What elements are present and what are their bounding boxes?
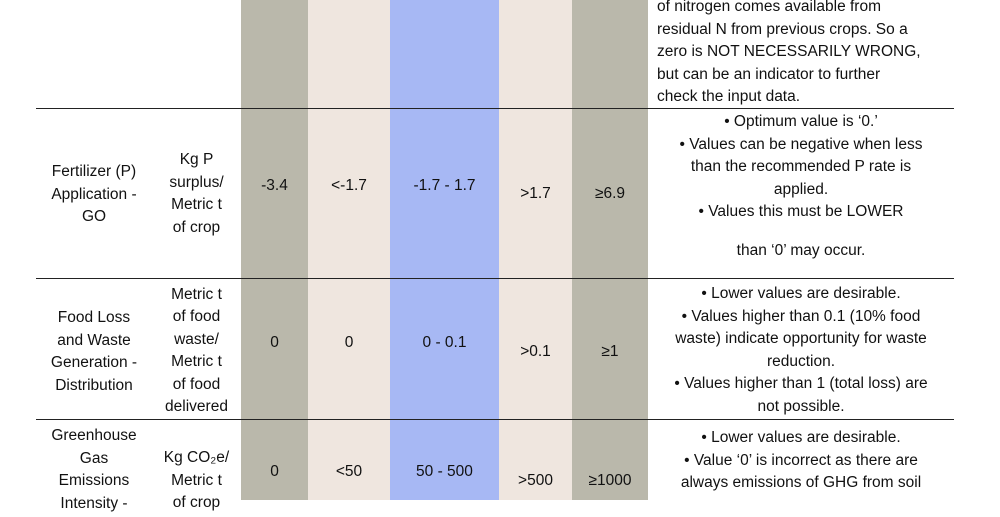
value-cell: 0: [344, 333, 354, 351]
note-line: of nitrogen comes available from: [657, 0, 882, 15]
column-band-1: [241, 0, 308, 500]
value-cell: 50 - 500: [416, 462, 473, 480]
column-band-5: [572, 0, 648, 500]
row-divider: [36, 278, 954, 279]
notes-cell: • Lower values are desirable. • Values h…: [674, 285, 928, 415]
value-cell: -1.7 - 1.7: [413, 176, 476, 194]
value-cell: ≥1000: [588, 471, 632, 489]
value-cell: 0: [270, 462, 279, 480]
note-line: but can be an indicator to further: [657, 65, 881, 83]
value-cell: >500: [518, 471, 553, 489]
value-cell: ≥6.9: [594, 184, 626, 202]
notes-cell: • Lower values are desirable. • Value ‘0…: [680, 429, 922, 491]
column-band-3: [390, 0, 499, 500]
value-cell: >1.7: [520, 184, 551, 202]
value-cell: ≥1: [601, 342, 619, 360]
value-cell: -3.4: [261, 176, 288, 194]
notes-cell-extra: than ‘0’ may occur.: [736, 242, 866, 259]
column-band-2: [308, 0, 390, 500]
indicator-cell: Fertilizer (P) Application - GO: [51, 163, 137, 226]
value-cell: >0.1: [520, 342, 551, 360]
row-divider: [36, 108, 954, 109]
value-cell: <50: [335, 462, 363, 480]
value-cell: 0 - 0.1: [422, 333, 467, 351]
note-line: check the input data.: [657, 88, 801, 105]
value-cell: <-1.7: [331, 176, 367, 194]
note-line: zero is NOT NECESSARILY WRONG,: [657, 43, 921, 60]
note-line: residual N from previous crops. So a: [657, 20, 908, 38]
column-band-4: [499, 0, 572, 500]
row-divider: [36, 419, 954, 420]
value-cell: 0: [270, 333, 279, 351]
unit-cell: Kg CO₂e/ Metric t of crop: [163, 449, 230, 511]
unit-cell: Metric t of food waste/ Metric t of food…: [165, 285, 228, 416]
top-row-notes: of nitrogen comes available from residua…: [657, 0, 921, 109]
unit-cell: Kg P surplus/ Metric t of crop: [169, 151, 224, 236]
indicator-cell: Greenhouse Gas Emissions Intensity -: [51, 427, 137, 512]
notes-cell: • Optimum value is ‘0.’ • Values can be …: [679, 113, 923, 220]
indicator-cell: Food Loss and Waste Generation - Distrib…: [50, 309, 138, 394]
